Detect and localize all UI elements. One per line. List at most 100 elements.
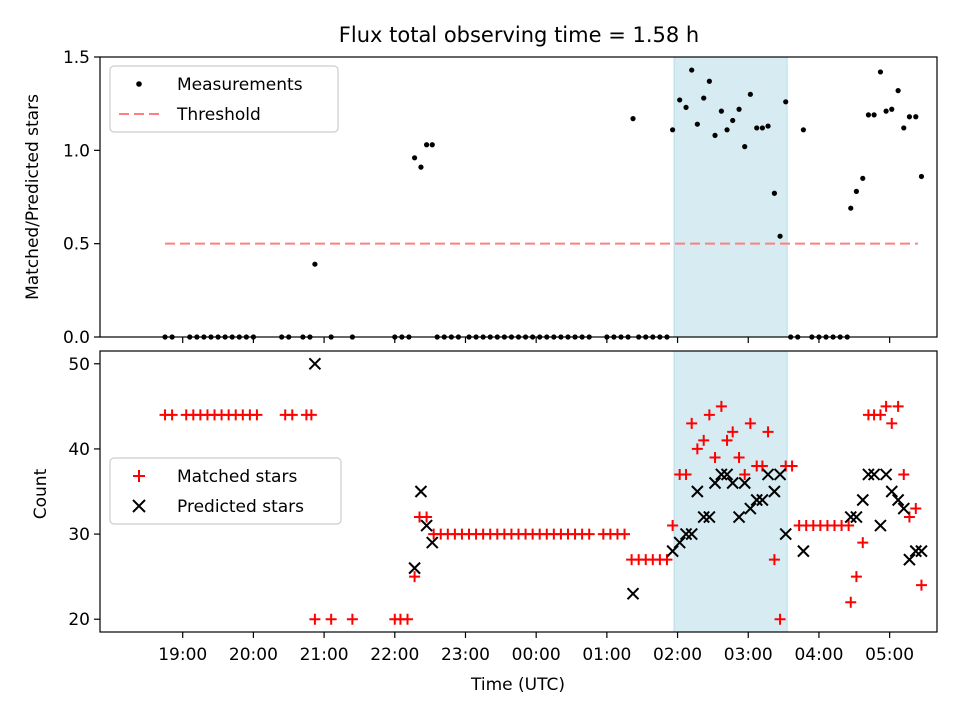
bottom-y-axis: 20 30 40 50 [68, 355, 100, 630]
bottom-axes-frame [99, 350, 938, 633]
x-tick-label: 00:00 [512, 645, 561, 665]
predicted-star-marker [862, 468, 875, 481]
matched-star-marker [309, 613, 321, 625]
legend-threshold-label: Threshold [176, 105, 261, 125]
measurement-point [765, 123, 771, 129]
matched-star-marker [880, 400, 892, 412]
predicted-star-marker [761, 468, 775, 481]
measurement-point [689, 67, 695, 73]
x-tick-label: 21:00 [300, 645, 349, 665]
predicted-star-marker [909, 544, 922, 558]
predicted-star-marker [856, 493, 869, 507]
measurement-point [730, 117, 736, 124]
bottom-y-axis-label: Count [31, 468, 51, 519]
measurement-point [848, 205, 854, 211]
matched-star-marker [786, 460, 798, 472]
bottom-y-tick-label: 40 [68, 440, 90, 460]
measurement-point [418, 164, 424, 170]
measurement-point [706, 78, 712, 84]
measurement-point [742, 144, 748, 150]
measurement-point [736, 106, 742, 112]
measurement-point [411, 155, 418, 161]
predicted-star-marker [885, 485, 898, 498]
x-axis-label: Time (UTC) [470, 675, 565, 695]
matched-star-marker [721, 434, 733, 446]
measurement-point [759, 125, 765, 131]
bottom-legend: Matched stars Predicted stars [109, 457, 342, 525]
measurement-point [800, 127, 806, 133]
predicted-star-marker [726, 476, 739, 490]
matched-star-marker [886, 417, 898, 429]
predicted-star-marker [903, 553, 916, 566]
matched-star-marker [715, 400, 727, 412]
x-tick-label: 23:00 [441, 645, 490, 665]
predicted-star-marker [850, 510, 863, 524]
measurement-point [724, 127, 730, 133]
matched-star-marker [874, 409, 886, 421]
matched-star-markers [159, 400, 927, 625]
predicted-star-marker [408, 561, 421, 575]
x-tick-label: 19:00 [158, 645, 207, 665]
measurement-point [918, 173, 925, 180]
chart-title: Flux total observing time = 1.58 h [339, 23, 699, 47]
matched-star-marker [857, 537, 869, 549]
legend-measurements-marker [136, 81, 142, 87]
matched-star-marker [703, 409, 715, 421]
matched-star-marker [898, 468, 910, 480]
matched-star-marker [768, 554, 780, 566]
measurement-point [771, 190, 778, 196]
matched-star-marker [739, 468, 751, 480]
top-legend: Measurements Threshold [109, 65, 339, 133]
bottom-y-tick-label: 50 [68, 355, 90, 375]
matched-star-marker [402, 613, 414, 625]
matched-star-marker [733, 451, 745, 463]
predicted-star-marker [308, 357, 322, 370]
predicted-star-marker [697, 510, 710, 524]
measurement-point [877, 69, 884, 75]
top-y-tick-label: 1.0 [63, 141, 90, 161]
bottom-shaded-region [673, 350, 788, 633]
top-shaded-region [673, 56, 788, 338]
top-y-tick-label: 1.5 [63, 48, 90, 68]
x-tick-label: 03:00 [724, 645, 773, 665]
predicted-star-marker [891, 493, 905, 507]
predicted-star-marker [915, 544, 928, 558]
predicted-star-marker [679, 527, 693, 541]
predicted-star-marker [626, 587, 640, 600]
measurement-point [630, 116, 636, 122]
predicted-star-marker [685, 527, 698, 541]
measurement-point [718, 108, 724, 114]
measurement-point [883, 108, 889, 114]
top-y-tick-label: 0.5 [63, 235, 90, 255]
bottom-y-tick-label: 30 [68, 525, 90, 545]
measurement-point [429, 142, 435, 148]
predicted-star-markers [308, 357, 928, 600]
predicted-star-marker [732, 510, 746, 524]
predicted-star-marker [867, 468, 881, 481]
matched-star-marker [305, 409, 317, 421]
top-y-axis: 0.0 0.5 1.0 1.5 [63, 48, 100, 348]
legend-matched-marker [133, 470, 145, 482]
matched-star-marker [910, 503, 922, 515]
top-y-axis-label: Matched/Predicted stars [23, 94, 43, 300]
predicted-star-marker [708, 476, 722, 490]
measurement-point [670, 127, 676, 133]
x-tick-label: 05:00 [865, 645, 914, 665]
predicted-star-marker [420, 519, 433, 532]
legend-predicted-label: Predicted stars [177, 497, 304, 517]
matched-star-marker [892, 400, 904, 412]
matched-star-marker [686, 417, 698, 429]
predicted-star-marker [738, 476, 751, 490]
measurement-point [865, 112, 872, 118]
measurement-point [901, 125, 907, 131]
predicted-star-marker [426, 536, 439, 549]
measurement-point [677, 97, 683, 103]
matched-star-marker [619, 528, 631, 540]
measurement-point [895, 88, 901, 94]
matched-star-marker [421, 511, 433, 523]
predicted-star-marker [691, 485, 704, 498]
predicted-star-marker [744, 502, 757, 515]
measurement-point [853, 188, 860, 194]
matched-star-marker [850, 571, 862, 583]
matched-star-marker [667, 520, 679, 532]
